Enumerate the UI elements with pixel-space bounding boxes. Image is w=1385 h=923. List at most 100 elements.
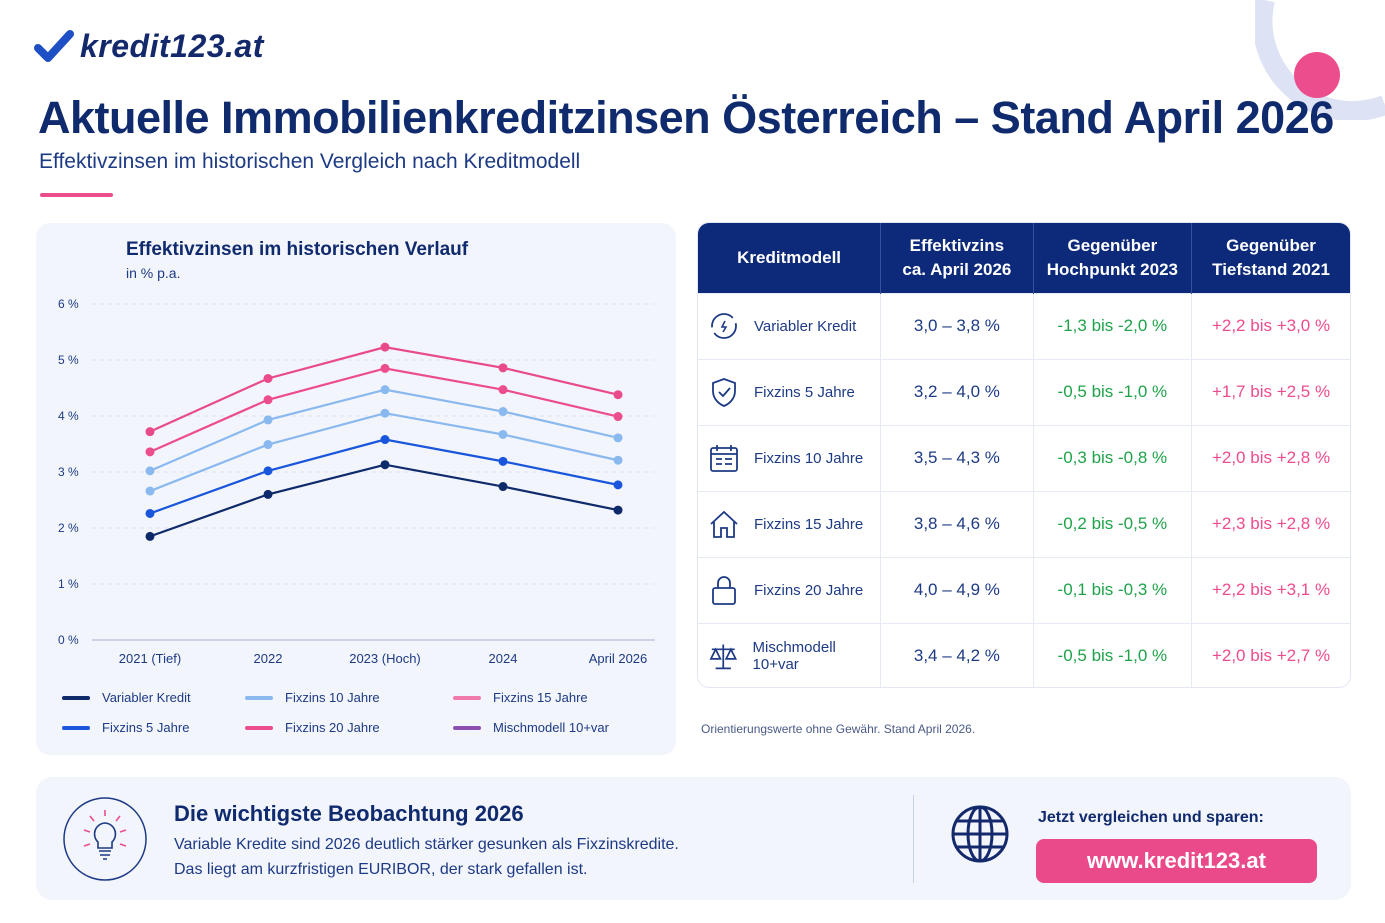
refresh-icon (711, 313, 737, 339)
legend-label: Mischmodell 10+var (493, 720, 609, 735)
observation-title: Die wichtigste Beobachtung 2026 (174, 801, 524, 826)
legend-item: Fixzins 10 Jahre (245, 690, 380, 705)
data-point (380, 363, 390, 373)
table-row: Mischmodell 10+var 3,4 – 4,2 % -0,5 bis … (698, 622, 1350, 687)
model-name: Fixzins 20 Jahre (754, 581, 864, 599)
data-point (613, 433, 623, 443)
vs-high-cell: -0,3 bis -0,8 % (1033, 424, 1193, 491)
rates-table: Kreditmodell Effektivzins ca. April 2026 Ge… (697, 222, 1351, 688)
vs-low-cell: +2,0 bis +2,8 % (1191, 424, 1350, 491)
data-point (498, 385, 508, 395)
column-header-line: Kreditmodell (737, 247, 842, 267)
checkmark-icon (34, 29, 74, 62)
divider (913, 795, 914, 883)
legend-swatch (245, 695, 273, 700)
column-header-line: Gegenüber (1226, 235, 1316, 255)
data-point (380, 408, 390, 418)
model-name: Fixzins 5 Jahre (754, 383, 855, 401)
data-point (380, 342, 390, 352)
data-point (498, 429, 508, 439)
data-point (145, 447, 155, 457)
line-chart: 0 % 1 % 2 % 3 % 4 % 5 % 6 % 2021 (Tief) 2022 2023… (58, 297, 655, 666)
data-point (263, 466, 273, 476)
x-tick-label: 2022 (254, 651, 283, 666)
x-tick-label: 2021 (Tief) (119, 651, 181, 666)
data-point (145, 427, 155, 437)
legend-label: Fixzins 15 Jahre (493, 690, 588, 705)
cta-label: Jetzt vergleichen und sparen: (1038, 809, 1264, 826)
website-button[interactable]: www.kredit123.at (1036, 839, 1317, 883)
model-name: Variabler Kredit (754, 317, 857, 335)
model-cell: Mischmodell 10+var (698, 622, 882, 687)
y-tick-label: 1 % (58, 577, 79, 591)
column-header-line: Effektivzins (909, 235, 1005, 255)
data-point (613, 480, 623, 490)
rate-cell: 3,2 – 4,0 % (880, 358, 1034, 425)
legend-label: Variabler Kredit (102, 690, 191, 705)
model-name: Fixzins 10 Jahre (754, 449, 864, 467)
x-tick-label: 2023 (Hoch) (349, 651, 421, 666)
lock-icon (712, 576, 736, 605)
model-cell: Fixzins 15 Jahre (698, 490, 882, 557)
model-cell: Fixzins 10 Jahre (698, 424, 882, 491)
legend-item: Fixzins 5 Jahre (62, 720, 189, 735)
page-title: Aktuelle Immobilienkreditzinsen Österrei… (38, 92, 1334, 143)
y-tick-label: 4 % (58, 409, 79, 423)
scales-icon (709, 644, 738, 670)
legend-swatch (245, 725, 273, 730)
rate-cell: 3,4 – 4,2 % (880, 622, 1034, 687)
data-point (613, 505, 623, 515)
calendar-icon (710, 445, 738, 472)
series-line (149, 412, 619, 493)
vs-low-cell: +2,2 bis +3,0 % (1191, 292, 1350, 359)
data-point (145, 508, 155, 518)
logo: kredit123.at (34, 28, 264, 65)
chart-title: Effektivzinsen im historischen Verlauf (126, 239, 469, 260)
vs-high-cell: -0,5 bis -1,0 % (1033, 622, 1193, 687)
y-tick-label: 5 % (58, 353, 79, 367)
shield-check-icon (712, 378, 736, 407)
page-subtitle: Effektivzinsen im historischen Vergleich… (39, 150, 581, 173)
data-point (613, 390, 623, 400)
table-row: Fixzins 15 Jahre 3,8 – 4,6 % -0,2 bis -0… (698, 490, 1350, 557)
x-tick-label: 2024 (489, 651, 518, 666)
series-line (149, 438, 619, 515)
legend-label: Fixzins 5 Jahre (102, 720, 190, 735)
y-tick-label: 2 % (58, 521, 79, 535)
data-point (263, 395, 273, 405)
data-point (498, 407, 508, 417)
model-name: Mischmodell 10+var (752, 639, 836, 674)
y-tick-label: 6 % (58, 297, 79, 311)
table-row: Fixzins 10 Jahre 3,5 – 4,3 % -0,3 bis -0… (698, 424, 1350, 491)
vs-high-cell: -0,1 bis -0,3 % (1033, 556, 1193, 623)
data-point (380, 385, 390, 395)
column-header: Gegenüber Hochpunkt 2023 (1033, 223, 1193, 293)
column-header-line: Gegenüber (1067, 235, 1158, 255)
lightbulb-icon (63, 797, 147, 881)
decorative-arc (1255, 0, 1385, 120)
data-point (145, 466, 155, 476)
column-header-line: Tiefstand 2021 (1212, 259, 1330, 279)
table-row: Fixzins 5 Jahre 3,2 – 4,0 % -0,5 bis -1,… (698, 358, 1350, 425)
data-point (380, 460, 390, 470)
data-point (498, 363, 508, 373)
vs-high-cell: -0,5 bis -1,0 % (1033, 358, 1193, 425)
globe-icon (951, 805, 1009, 863)
vs-low-cell: +2,3 bis +2,8 % (1191, 490, 1350, 557)
vs-low-cell: +1,7 bis +2,5 % (1191, 358, 1350, 425)
model-cell: Variabler Kredit (698, 292, 882, 359)
data-point (613, 455, 623, 465)
observation-text-2: Das liegt am kurzfristigen EURIBOR, der … (174, 861, 588, 878)
data-point (263, 373, 273, 383)
vs-high-cell: -0,2 bis -0,5 % (1033, 490, 1193, 557)
column-header-line: Hochpunkt 2023 (1046, 259, 1178, 279)
vs-low-cell: +2,0 bis +2,7 % (1191, 622, 1350, 687)
data-point (263, 440, 273, 450)
rate-cell: 4,0 – 4,9 % (880, 556, 1034, 623)
column-header-line: ca. April 2026 (902, 259, 1012, 279)
legend-label: Fixzins 10 Jahre (285, 690, 380, 705)
column-header: Gegenüber Tiefstand 2021 (1191, 223, 1350, 293)
legend-swatch (62, 725, 90, 730)
observation-text-1: Variable Kredite sind 2026 deutlich stär… (174, 836, 679, 853)
legend-swatch (453, 725, 481, 730)
